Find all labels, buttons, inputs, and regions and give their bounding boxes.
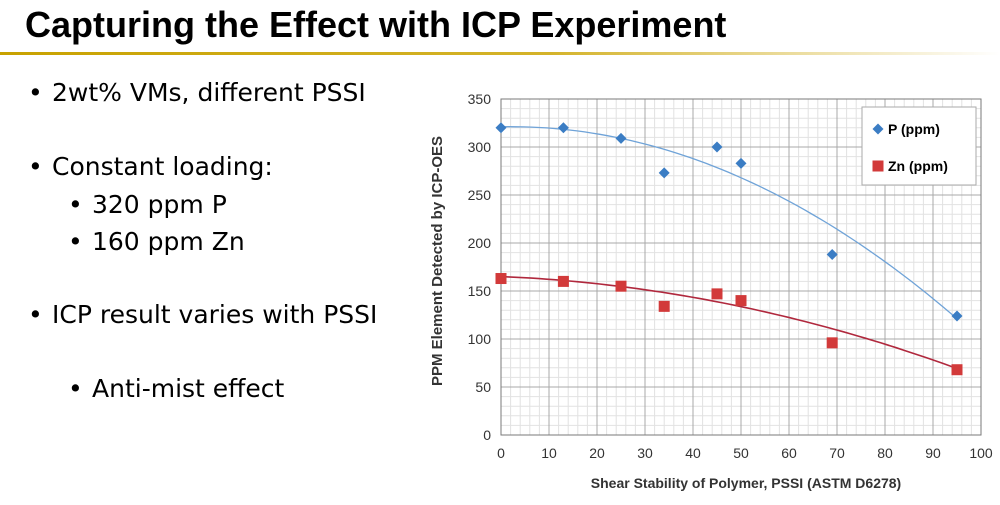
data-point-zn [495,273,507,285]
data-point-p [615,132,627,144]
y-tick-label: 150 [468,283,492,299]
data-point-zn [951,364,963,376]
sub-bullet-item: • Anti-mist effect [68,374,285,403]
data-point-p [735,157,747,169]
data-point-p [658,167,670,179]
legend-box [861,106,977,186]
y-tick-label: 200 [468,235,492,251]
legend-diamond [872,123,884,135]
legend-marker-p [872,123,884,135]
trendline-p [500,126,958,320]
chart-legend: P (ppm) Zn (ppm) [861,106,977,186]
y-tick-label: 300 [468,139,492,155]
slide-title: Capturing the Effect with ICP Experiment [25,4,727,45]
x-tick-label: 10 [541,445,557,461]
x-tick-label: 70 [829,445,845,461]
x-tick-label: 90 [925,445,941,461]
sub-bullet-item: • 320 ppm P [68,190,227,219]
x-tick-label: 30 [637,445,653,461]
plot-border [500,98,982,436]
data-point-zn [658,300,670,312]
data-point-p [557,122,569,134]
y-tick-label: 0 [483,427,491,443]
data-point-zn [615,280,627,292]
x-tick-label: 60 [781,445,797,461]
sub-bullet-item: • 160 ppm Zn [68,227,245,256]
data-point-zn [735,295,747,307]
x-tick-label: 40 [685,445,701,461]
x-tick-label: 100 [969,445,993,461]
data-point-p [826,249,838,261]
trendline-zn [500,275,958,370]
y-tick-label: 350 [468,91,492,107]
data-point-p [711,141,723,153]
x-tick-label: 50 [733,445,749,461]
chart-axes: 0 10 20 30 40 50 60 70 80 90 100 0 50 100 150 200 250 300… [468,91,993,461]
trendlines [500,126,958,370]
legend-square [872,160,884,172]
data-point-zn [711,288,723,300]
bullet-item: • Constant loading: [28,152,273,181]
bullet-item: • 2wt% VMs, different PSSI [28,78,366,107]
title-underline [0,52,1000,55]
y-tick-label: 100 [468,331,492,347]
legend-label-zn: Zn (ppm) [888,158,948,174]
bullet-item: • ICP result varies with PSSI [28,300,378,329]
y-tick-label: 250 [468,187,492,203]
y-axis-label: PPM Element Detected by ICP-OES [429,136,446,386]
legend-label-p: P (ppm) [888,121,940,137]
scatter-chart: 0 10 20 30 40 50 60 70 80 90 100 0 50 100 150 200 250 300… [429,91,993,491]
data-point-p [951,310,963,322]
data-point-zn [826,337,838,349]
data-point-zn [557,275,569,287]
legend-marker-zn [872,160,884,172]
data-points [495,122,963,376]
y-tick-label: 50 [475,379,491,395]
data-point-p [495,122,507,134]
x-tick-label: 0 [497,445,505,461]
x-tick-label: 80 [877,445,893,461]
x-tick-label: 20 [589,445,605,461]
x-axis-label: Shear Stability of Polymer, PSSI (ASTM D… [591,475,901,491]
